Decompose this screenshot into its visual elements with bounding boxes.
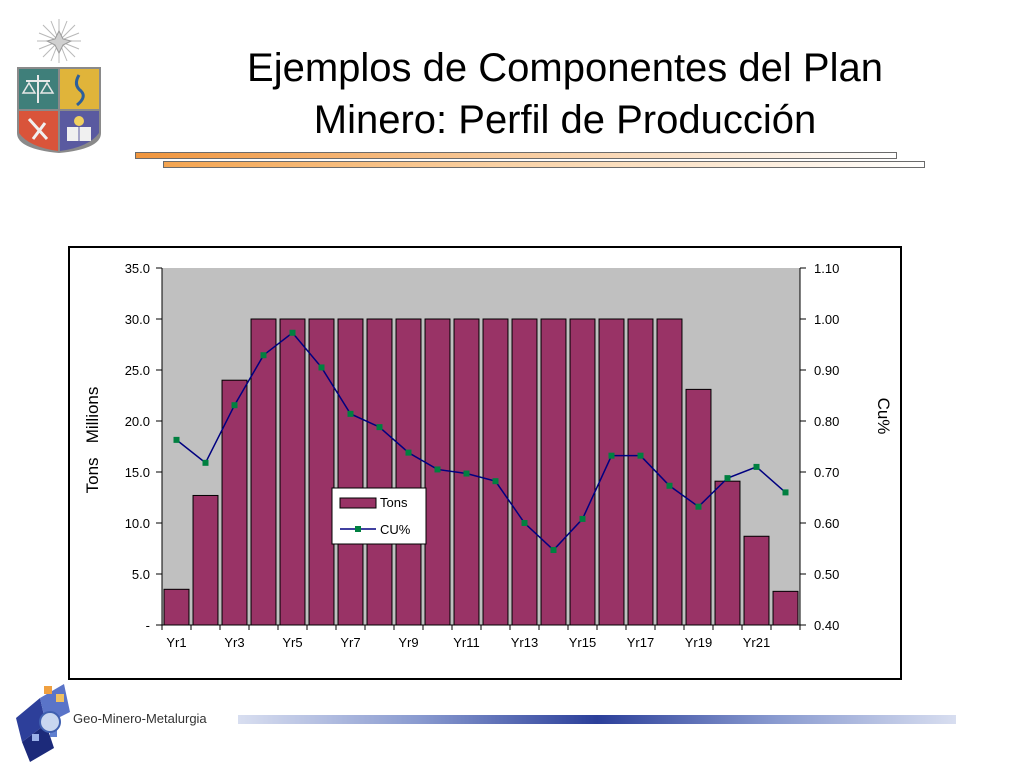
right-tick-label: 0.40 — [814, 618, 839, 633]
x-tick-label: Yr11 — [453, 635, 480, 650]
cu-line — [176, 331, 786, 552]
bar-yr4 — [250, 318, 277, 626]
cu-point-yr16 — [608, 452, 615, 459]
right-axis-title: Cu% — [874, 398, 893, 435]
cu-line-series — [173, 329, 789, 554]
x-tick-label: Yr21 — [743, 635, 770, 650]
x-tick-label: Yr5 — [282, 635, 302, 650]
left-tick-label: 20.0 — [125, 414, 150, 429]
chart-canvas: - 5.0 10.0 15.0 20.0 25.0 30.0 35.0 0.40 0.50 0.6… — [83, 261, 893, 650]
right-tick-label: 0.50 — [814, 567, 839, 582]
right-tick-label: 1.10 — [814, 261, 839, 276]
bar-yr17 — [627, 318, 654, 626]
tons-bars — [163, 318, 799, 626]
legend-swatch-tons — [339, 497, 377, 509]
right-tick-label: 0.80 — [814, 414, 839, 429]
left-tick-label: 10.0 — [125, 516, 150, 531]
slide-title-line-1: Ejemplos de Componentes del Plan — [247, 46, 883, 90]
legend-label-cu: CU% — [380, 522, 411, 537]
footer-brand-text: Geo-Minero-Metalurgia — [73, 711, 207, 726]
x-tick-label: Yr1 — [166, 635, 186, 650]
cu-point-yr18 — [666, 482, 673, 489]
cu-point-yr9 — [405, 449, 412, 456]
cu-point-yr17 — [637, 452, 644, 459]
right-tick-label: 0.60 — [814, 516, 839, 531]
university-crest-logo — [17, 19, 101, 153]
x-tick-label: Yr17 — [627, 635, 654, 650]
left-tick-label: 25.0 — [125, 363, 150, 378]
right-tick-label: 0.90 — [814, 363, 839, 378]
cu-point-yr15 — [579, 515, 586, 522]
chart-legend: Tons CU% — [331, 487, 427, 545]
left-tick-label: 35.0 — [125, 261, 150, 276]
cu-point-yr7 — [347, 410, 354, 417]
bar-yr13 — [511, 318, 538, 626]
legend-marker-cu — [355, 526, 361, 532]
cu-point-yr12 — [492, 478, 499, 485]
bar-yr3 — [221, 379, 248, 626]
right-tick-label: 1.00 — [814, 312, 839, 327]
legend-box — [331, 487, 427, 545]
cu-point-yr21 — [753, 463, 760, 470]
slide-title: Ejemplos de Componentes del Plan Minero:… — [150, 42, 980, 146]
x-tick-label: Yr13 — [511, 635, 538, 650]
cu-point-yr13 — [521, 520, 528, 526]
bar-yr20 — [714, 480, 741, 626]
x-tick-label: Yr19 — [685, 635, 712, 650]
x-tick-label: Yr9 — [398, 635, 418, 650]
x-tick-label: Yr3 — [224, 635, 244, 650]
legend-label-tons: Tons — [380, 495, 408, 510]
footer-bar — [238, 715, 956, 724]
bar-yr12 — [482, 318, 509, 626]
bar-yr14 — [540, 318, 567, 626]
left-axis-title: Tons Millions — [83, 387, 102, 494]
bar-yr8 — [366, 318, 393, 626]
cu-point-yr8 — [376, 424, 383, 431]
cu-point-yr3 — [231, 402, 238, 409]
cu-point-yr10 — [434, 466, 441, 473]
bar-yr9 — [395, 318, 422, 626]
left-tick-label: 15.0 — [125, 465, 150, 480]
title-underline-top — [135, 152, 897, 159]
title-underline-bottom — [163, 161, 925, 168]
x-tick-label: Yr15 — [569, 635, 596, 650]
x-tick-label: Yr7 — [340, 635, 360, 650]
left-axis-ticks: - 5.0 10.0 15.0 20.0 25.0 30.0 35.0 — [125, 261, 162, 633]
pixel-cubes-icon — [16, 684, 70, 762]
left-tick-label: - — [146, 618, 150, 633]
cu-point-yr22 — [782, 489, 789, 496]
bar-yr15 — [569, 318, 596, 626]
bar-yr5 — [279, 318, 306, 626]
right-axis-ticks: 0.40 0.50 0.60 0.70 0.80 0.90 1.00 1.10 — [800, 261, 839, 633]
cu-point-yr20 — [724, 475, 731, 482]
bar-yr16 — [598, 318, 625, 626]
bar-yr2 — [192, 494, 219, 626]
bar-yr21 — [743, 535, 770, 626]
left-tick-label: 5.0 — [132, 567, 150, 582]
shield-icon — [17, 67, 101, 153]
geo-minero-logo — [16, 684, 70, 762]
bar-yr18 — [656, 318, 683, 626]
cu-point-yr11 — [463, 470, 470, 477]
right-tick-label: 0.70 — [814, 465, 839, 480]
production-profile-chart: - 5.0 10.0 15.0 20.0 25.0 30.0 35.0 0.40 0.50 0.6… — [68, 246, 902, 680]
cu-point-yr19 — [695, 503, 702, 510]
cu-point-yr1 — [173, 436, 180, 443]
star-burst-icon — [37, 19, 81, 63]
cu-point-yr5 — [289, 329, 296, 336]
cu-point-yr4 — [260, 352, 267, 359]
bar-yr22 — [772, 590, 799, 626]
cu-point-yr14 — [550, 547, 557, 554]
cu-point-yr6 — [318, 364, 325, 371]
bar-yr1 — [163, 588, 190, 626]
bar-yr7 — [337, 318, 364, 626]
slide-title-line-2: Minero: Perfil de Producción — [313, 98, 817, 142]
x-axis-ticks: Yr1 Yr3 Yr5 Yr7 Yr9 Yr11 Yr13 Yr15 Yr17 Yr19 Yr21 — [161, 625, 801, 650]
cu-point-yr2 — [202, 459, 209, 466]
left-tick-label: 30.0 — [125, 312, 150, 327]
